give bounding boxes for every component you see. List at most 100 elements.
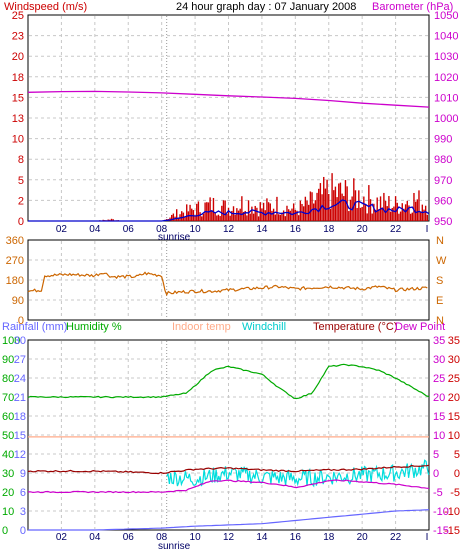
tick-temp-left-5: 5: [433, 449, 439, 461]
tick-hour-p1-20: 20: [357, 224, 369, 235]
sunrise-label-bottom: sunrise: [158, 541, 191, 552]
tick-temp-right-5: 5: [454, 449, 460, 461]
tick-hour-p3-04: 04: [89, 532, 101, 543]
tick-wind-2: 2: [18, 195, 24, 207]
tick-temp-right--5: -5: [450, 487, 460, 499]
tick-humidity-40: 40: [2, 449, 14, 461]
tick-hour-p1-08: 08: [156, 224, 168, 235]
tick-compass-1: E: [436, 295, 443, 307]
tick-wind-13: 13: [12, 113, 24, 125]
tick-wind-0: 0: [18, 216, 24, 228]
tick-rain-15: 15: [14, 430, 26, 442]
tick-wind-5: 5: [18, 175, 24, 187]
panel2-frame: [27, 239, 430, 321]
tick-end-p1: I: [426, 224, 429, 235]
wind-direction-line: [27, 271, 428, 297]
tick-hour-p3-20: 20: [357, 532, 369, 543]
legend-humidity: Humidity %: [66, 321, 122, 333]
tick-baro-1000: 1000: [434, 113, 458, 125]
tick-temp-right--15: -15: [444, 525, 460, 537]
tick-hour-p3-06: 06: [123, 532, 135, 543]
wind-average-line: [28, 199, 430, 222]
tick-rain-3: 3: [20, 506, 26, 518]
tick-end-p3: I: [426, 532, 429, 543]
tick-temp-left-20: 20: [433, 392, 445, 404]
tick-rain-12: 12: [14, 449, 26, 461]
tick-wind-25: 25: [12, 10, 24, 22]
tick-temp-left--5: -5: [433, 487, 443, 499]
chart-title: 24 hour graph day : 07 January 2008: [176, 1, 356, 13]
tick-temp-left--15: -15: [433, 525, 449, 537]
barometer-line: [27, 90, 430, 108]
tick-temp-right-30: 30: [448, 354, 460, 366]
windspeed-axis-label: Windspeed (m/s): [4, 1, 87, 13]
tick-hour-p1-04: 04: [89, 224, 101, 235]
tick-temp-right-20: 20: [448, 392, 460, 404]
tick-temp-left-35: 35: [433, 335, 445, 347]
tick-temp-right-0: 0: [454, 468, 460, 480]
tick-humidity-50: 50: [2, 430, 14, 442]
legend-indoor-temp: Indoor temp: [172, 321, 231, 333]
tick-dir-90: 90: [12, 295, 24, 307]
tick-dir-360: 360: [6, 235, 24, 247]
tick-compass-2: S: [436, 275, 443, 287]
tick-temp-right-15: 15: [448, 411, 460, 423]
tick-temp-left-30: 30: [433, 354, 445, 366]
tick-humidity-100: 100: [2, 335, 20, 347]
tick-rain-6: 6: [20, 487, 26, 499]
windchill-line: [166, 459, 430, 488]
tick-baro-970: 970: [434, 175, 452, 187]
tick-temp-left--10: -10: [433, 506, 449, 518]
tick-temp-left-25: 25: [433, 373, 445, 385]
tick-humidity-20: 20: [2, 487, 14, 499]
tick-wind-23: 23: [12, 31, 24, 43]
tick-rain-21: 21: [14, 392, 26, 404]
tick-hour-p1-12: 12: [223, 224, 235, 235]
tick-hour-p3-16: 16: [290, 532, 302, 543]
tick-baro-1040: 1040: [434, 31, 458, 43]
tick-humidity-10: 10: [2, 506, 14, 518]
tick-humidity-70: 70: [2, 392, 14, 404]
legend-windchill: Windchill: [242, 321, 286, 333]
tick-baro-950: 950: [434, 216, 452, 228]
tick-hour-p3-02: 02: [56, 532, 68, 543]
tick-temp-left-10: 10: [433, 430, 445, 442]
tick-baro-990: 990: [434, 134, 452, 146]
legend-dewpoint: Dew Point: [395, 321, 445, 333]
tick-baro-1030: 1030: [434, 51, 458, 63]
barometer-axis-label: Barometer (hPa): [372, 1, 453, 13]
tick-labels: 0258101315182023259509609709809901000101…: [2, 10, 460, 543]
tick-hour-p1-18: 18: [323, 224, 335, 235]
tick-baro-1010: 1010: [434, 92, 458, 104]
tick-wind-15: 15: [12, 92, 24, 104]
tick-compass-0: N: [436, 315, 444, 327]
tick-humidity-90: 90: [2, 354, 14, 366]
tick-hour-p1-06: 06: [123, 224, 135, 235]
tick-wind-20: 20: [12, 51, 24, 63]
tick-dir-0: 0: [18, 315, 24, 327]
tick-temp-left-0: 0: [433, 468, 439, 480]
sunrise-label-top: sunrise: [158, 232, 191, 243]
tick-wind-18: 18: [12, 72, 24, 84]
tick-baro-1020: 1020: [434, 72, 458, 84]
series-layer: [27, 90, 430, 531]
tick-hour-p1-14: 14: [256, 224, 268, 235]
tick-humidity-60: 60: [2, 411, 14, 423]
tick-hour-p1-22: 22: [390, 224, 402, 235]
tick-wind-10: 10: [12, 134, 24, 146]
tick-temp-right-10: 10: [448, 430, 460, 442]
tick-hour-p1-10: 10: [190, 224, 202, 235]
tick-humidity-80: 80: [2, 373, 14, 385]
humidity-line: [27, 363, 430, 400]
tick-temp-right--10: -10: [444, 506, 460, 518]
tick-hour-p3-08: 08: [156, 532, 168, 543]
tick-rain-27: 27: [14, 354, 26, 366]
tick-temp-right-35: 35: [448, 335, 460, 347]
panel3-frame: [27, 339, 430, 531]
grid-lines: [29, 16, 428, 529]
tick-hour-p3-18: 18: [323, 532, 335, 543]
tick-compass-4: N: [436, 235, 444, 247]
tick-humidity-0: 0: [2, 525, 8, 537]
